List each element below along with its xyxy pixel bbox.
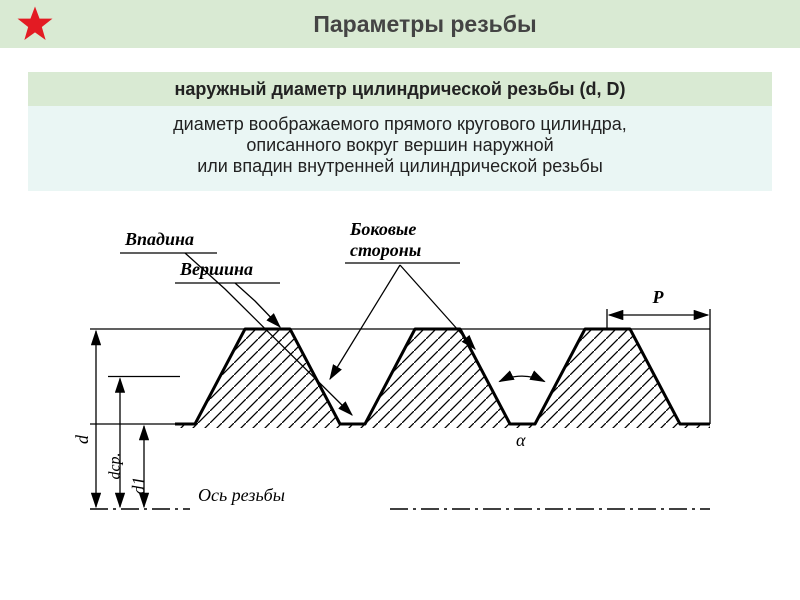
subtitle-bar: наружный диаметр цилиндрической резьбы (… xyxy=(28,72,772,106)
label-d: d xyxy=(72,435,93,444)
label-angle: α xyxy=(516,430,525,451)
label-vpadina: Впадина xyxy=(125,229,194,250)
label-vershina: Вершина xyxy=(180,259,253,280)
description-text: диаметр воображаемого прямого кругового … xyxy=(40,114,760,177)
label-d1: d1 xyxy=(129,476,150,494)
star-shape xyxy=(18,7,53,40)
subtitle-text: наружный диаметр цилиндрической резьбы (… xyxy=(175,79,626,100)
label-pitch: P xyxy=(653,287,664,308)
star-icon xyxy=(16,5,54,43)
title-bar: Параметры резьбы xyxy=(0,0,800,48)
label-dcp: dср. xyxy=(107,452,125,479)
page-title: Параметры резьбы xyxy=(66,11,784,38)
description-box: диаметр воображаемого прямого кругового … xyxy=(28,106,772,191)
thread-diagram: Впадина Вершина Боковыестороны Ось резьб… xyxy=(30,219,770,539)
label-bokovye: Боковыестороны xyxy=(350,219,421,260)
label-axis: Ось резьбы xyxy=(198,485,285,506)
